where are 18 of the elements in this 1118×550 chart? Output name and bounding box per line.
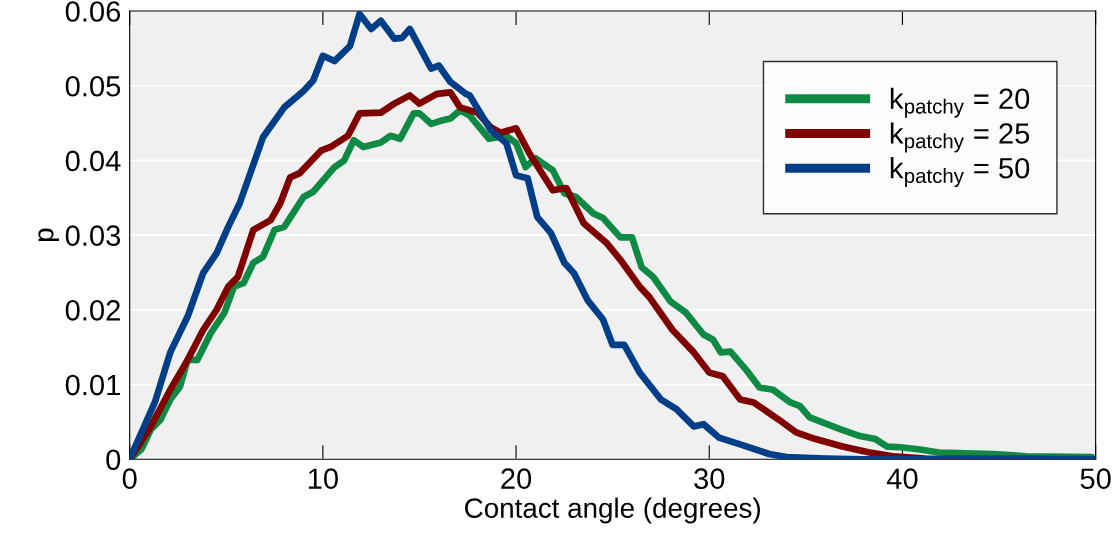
legend-label: k$_{patchy}$ = 50 xyxy=(890,157,1030,188)
x-tick-label: 0 xyxy=(122,468,137,490)
x-tick-label: 20 xyxy=(501,468,532,490)
y-tick-label: 0.06 xyxy=(65,1,121,22)
x-axis-title: Contact angle (degrees) xyxy=(465,497,760,524)
y-tick-label: 0 xyxy=(106,449,121,471)
x-tick-label: 50 xyxy=(1080,468,1111,490)
legend-label: k$_{patchy}$ = 20 xyxy=(890,87,1030,118)
y-tick-label: 0.02 xyxy=(65,300,120,321)
y-tick-label: 0.01 xyxy=(65,374,120,396)
y-tick-label: 0.05 xyxy=(65,75,121,97)
x-tick-label: 10 xyxy=(308,468,338,490)
legend-label: k$_{patchy}$ = 25 xyxy=(890,122,1030,153)
x-tick-label: 30 xyxy=(694,468,725,490)
y-tick-label: 0.04 xyxy=(65,150,121,172)
x-tick-label: 40 xyxy=(886,468,918,490)
y-tick-label: 0.03 xyxy=(65,225,121,246)
y-axis-title: p xyxy=(38,228,60,242)
